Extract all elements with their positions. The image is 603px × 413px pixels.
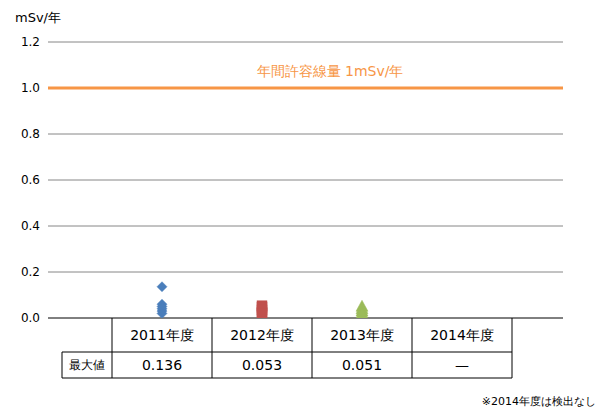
table-value: 0.136 (142, 357, 182, 373)
marks (157, 282, 368, 318)
table-line (412, 318, 413, 378)
reference-label: 年間許容線量 1mSv/年 (257, 63, 404, 79)
point (257, 308, 267, 318)
table-header: 最大値 (69, 358, 105, 372)
grid-line (48, 180, 563, 181)
table-line (312, 318, 313, 378)
y-tick-label: 0.2 (21, 265, 40, 279)
y-axis-title: mSv/年 (15, 10, 61, 25)
table-line (62, 352, 512, 353)
y-tick-label: 0.8 (21, 127, 40, 141)
grid-line (48, 272, 563, 273)
point (356, 307, 368, 318)
reference-line (48, 87, 563, 90)
point (157, 282, 167, 292)
table-value: 0.053 (242, 357, 282, 373)
page: {"chart_data": {"type": "scatter", "y_la… (0, 0, 603, 413)
y-tick-label: 1.0 (21, 81, 40, 95)
category-label: 2012年度 (230, 327, 294, 343)
table-line (62, 378, 512, 379)
table: 2011年度 2012年度 2013年度 2014年度最大値 0.136 0.053 0.0… (62, 318, 512, 378)
y-tick-label: 1.2 (21, 35, 40, 49)
table-line (112, 318, 113, 378)
category-label: 2011年度 (130, 327, 194, 343)
table-line (512, 318, 513, 378)
y-tick-label: 0.0 (21, 311, 40, 325)
table-line (62, 352, 63, 378)
grid-line (48, 88, 563, 89)
category-label: 2014年度 (430, 327, 494, 343)
table-value: — (455, 357, 469, 373)
grid (48, 42, 563, 318)
table-value: 0.051 (342, 357, 382, 373)
y-tick-label: 0.6 (21, 173, 40, 187)
y-tick-label: 0.4 (21, 219, 40, 233)
chart: mSv/年 0.0 0.2 0.4 0.6 0.8 1.0 1.2 年間許容線量 1mSv/年 2… (0, 0, 603, 413)
point (157, 308, 167, 318)
grid-line (48, 226, 563, 227)
category-label: 2013年度 (330, 327, 394, 343)
grid-line (48, 42, 563, 43)
note: ※2014年度は検出なし (482, 395, 596, 408)
grid-line (48, 134, 563, 135)
grid-line (48, 318, 563, 319)
table-line (212, 318, 213, 378)
